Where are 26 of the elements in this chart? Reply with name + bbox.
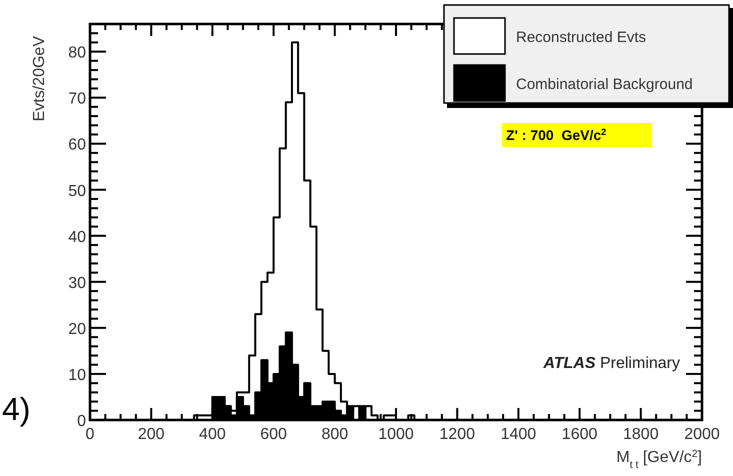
annotation: Z' : 700 GeV/c$^{2}$ [506,127,606,143]
x-tick-label: 600 [260,426,288,443]
y-tick-label: 0 [77,413,86,430]
x-tick-label: 400 [199,426,226,443]
x-tick-label: 200 [138,426,165,443]
x-tick-label: 1600 [562,426,598,443]
y-tick-label: 50 [68,182,86,200]
text: 4) [2,391,30,427]
x-tick-label: 1800 [623,426,659,443]
x-tick-label: 2000 [684,426,720,443]
annotation: ATLAS Preliminary [542,355,680,372]
x-tick-label: 1400 [500,426,536,443]
legend-label: Reconstructed Evts [516,29,646,46]
x-axis-title: M$_{t t}$ [GeV/c$^{2}$] [616,448,702,470]
y-tick-label: 70 [68,90,86,108]
legend-label: Combinatorial Background [516,76,693,93]
y-tick-label: 30 [68,274,86,292]
y-tick-label: 40 [68,228,86,246]
y-axis-title: Evts/20GeV [31,36,48,122]
y-tick-label: 20 [68,320,86,338]
y-tick-label: 60 [68,136,86,154]
y-tick-label: 10 [68,366,86,384]
x-tick-label: 1200 [439,426,476,443]
x-tick-label: 800 [321,426,348,443]
x-tick-label: 1000 [378,426,414,443]
y-tick-label: 80 [68,44,86,62]
